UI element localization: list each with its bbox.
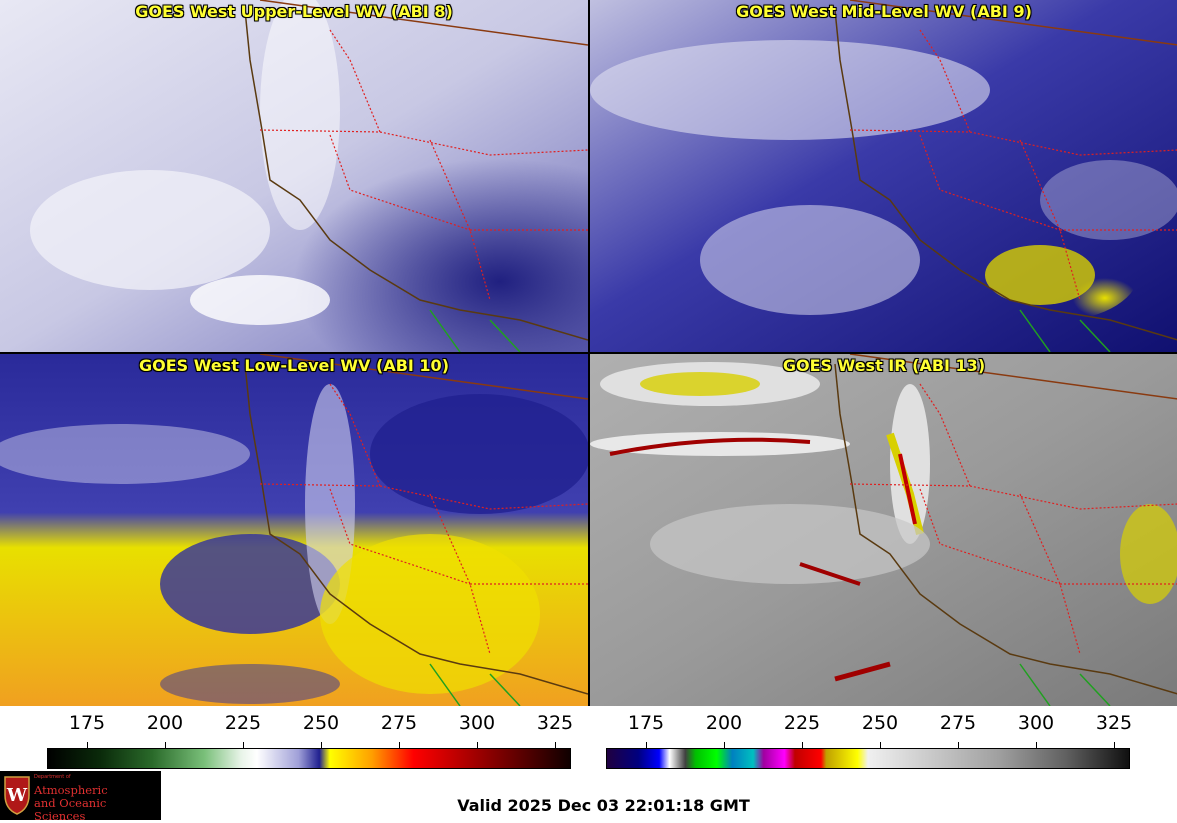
panel-upper-level-wv: GOES West Upper-Level WV (ABI 8) — [0, 0, 588, 352]
colorbar-tick — [880, 742, 881, 748]
colorbar-tick — [724, 742, 725, 748]
panel-mid-level-wv: GOES West Mid-Level WV (ABI 9) — [590, 0, 1177, 352]
panel-title: GOES West Low-Level WV (ABI 10) — [138, 356, 449, 375]
panel-ir: GOES West IR (ABI 13) — [590, 354, 1177, 706]
colorbar-tick — [165, 742, 166, 748]
colorbar-tick-label: 300 — [1017, 712, 1055, 734]
colorbar-tick-label: 250 — [861, 712, 899, 734]
uw-aos-logo[interactable]: W Department of Atmospheric and Oceanic … — [0, 771, 161, 823]
svg-text:W: W — [6, 785, 28, 806]
colorbar-tick — [802, 742, 803, 748]
panel-title: GOES West Mid-Level WV (ABI 9) — [736, 2, 1032, 21]
colorbar-tick-label: 225 — [783, 712, 821, 734]
valid-time: Valid 2025 Dec 03 22:01:18 GMT — [457, 796, 750, 815]
satellite-image-low-wv — [0, 354, 588, 706]
colorbar-tick-label: 325 — [536, 712, 574, 734]
colorbar-ir: 175 200 225 250 275 300 325 — [606, 712, 1133, 772]
colorbar-tick — [1036, 742, 1037, 748]
colorbar-tick — [477, 742, 478, 748]
colorbar-tick — [1114, 742, 1115, 748]
colorbar-tick-label: 175 — [627, 712, 665, 734]
colorbar-tick — [646, 742, 647, 748]
logo-line-1: Atmospheric — [34, 783, 108, 797]
colorbar-tick-label: 325 — [1095, 712, 1133, 734]
colorbar-wv-gradient — [47, 748, 571, 769]
satellite-image-upper-wv — [0, 0, 588, 352]
colorbar-tick-label: 175 — [68, 712, 106, 734]
logo-department-text: Department of — [34, 774, 71, 780]
colorbar-tick-label: 275 — [380, 712, 418, 734]
colorbar-tick — [87, 742, 88, 748]
colorbar-tick-label: 225 — [224, 712, 262, 734]
colorbar-ir-gradient — [606, 748, 1130, 769]
logo-line-2: and Oceanic Sciences — [34, 796, 107, 823]
colorbar-tick — [243, 742, 244, 748]
colorbar-tick-label: 200 — [146, 712, 184, 734]
panel-title: GOES West IR (ABI 13) — [782, 356, 986, 375]
colorbar-tick-label: 300 — [458, 712, 496, 734]
colorbar-tick — [555, 742, 556, 748]
colorbar-tick-label: 275 — [939, 712, 977, 734]
panel-divider-horizontal — [0, 352, 1177, 354]
panel-title: GOES West Upper-Level WV (ABI 8) — [135, 2, 453, 21]
satellite-image-mid-wv — [590, 0, 1177, 352]
logo-text: Atmospheric and Oceanic Sciences — [34, 784, 161, 823]
colorbar-wv: 175 200 225 250 275 300 325 — [47, 712, 574, 772]
colorbar-tick — [399, 742, 400, 748]
satellite-image-ir — [590, 354, 1177, 706]
uw-crest-icon: W — [4, 776, 30, 815]
colorbar-tick-label: 200 — [705, 712, 743, 734]
panel-low-level-wv: GOES West Low-Level WV (ABI 10) — [0, 354, 588, 706]
colorbar-tick — [958, 742, 959, 748]
colorbar-tick — [321, 742, 322, 748]
colorbar-tick-label: 250 — [302, 712, 340, 734]
